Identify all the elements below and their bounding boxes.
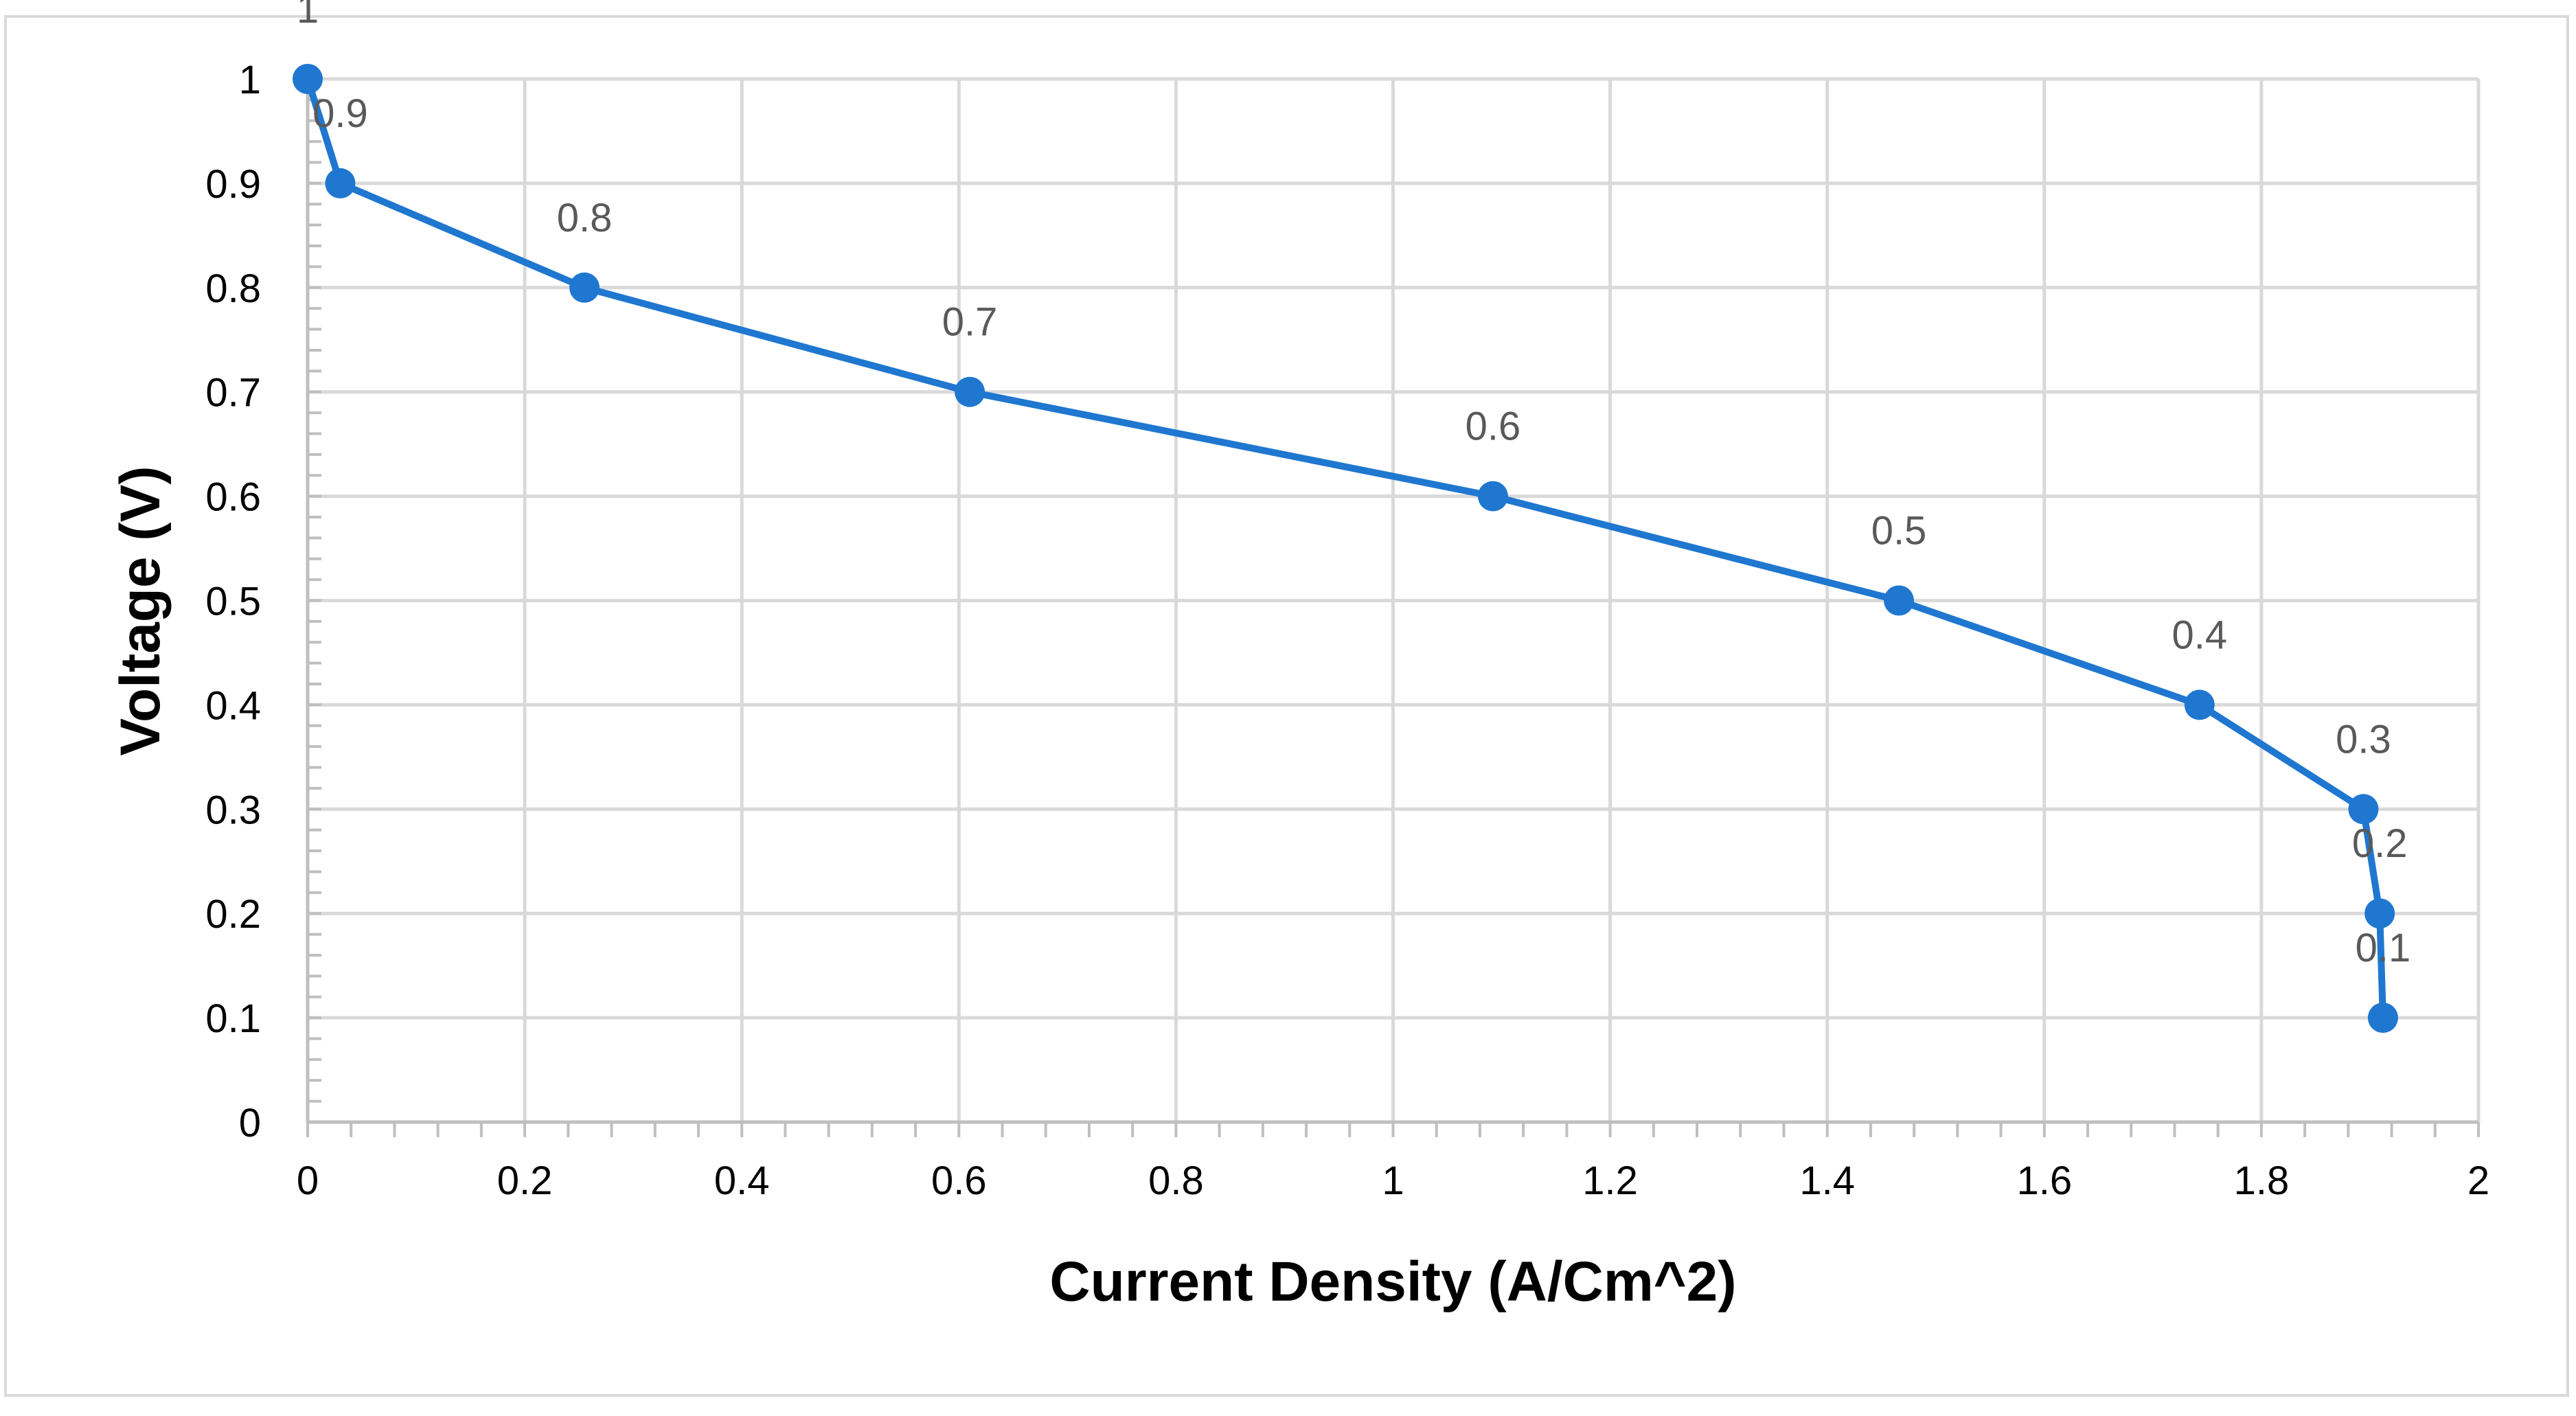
- data-label: 0.4: [2172, 613, 2227, 657]
- data-label: 0.3: [2336, 717, 2391, 762]
- data-label: 0.2: [2352, 821, 2408, 866]
- x-tick-label: 1: [1382, 1158, 1404, 1203]
- data-label: 0.5: [1871, 509, 1927, 553]
- y-tick-label: 0.2: [205, 892, 261, 937]
- y-tick-label: 0.8: [205, 266, 261, 311]
- gridlines: [308, 77, 2481, 1122]
- data-point: [955, 376, 985, 407]
- y-tick-label: 0.5: [205, 580, 261, 624]
- data-point: [1884, 585, 1915, 616]
- data-point: [1477, 481, 1508, 512]
- y-tick-label: 0.9: [205, 162, 261, 207]
- data-labels: 1 0.9 0.8 0.7 0.6 0.5 0.4 0.3 0.2 0.1: [297, 0, 2410, 970]
- data-label: 0.7: [942, 300, 998, 345]
- y-tick-label: 0.7: [205, 371, 261, 415]
- axes: [306, 79, 2478, 1124]
- x-tick-label: 1.8: [2234, 1158, 2290, 1203]
- x-tick-label: 0: [297, 1158, 319, 1203]
- data-label: 0.6: [1466, 404, 1521, 449]
- y-tick-label: 0.4: [205, 683, 261, 728]
- y-tick-label: 0.3: [205, 788, 261, 832]
- y-axis-title: Voltage (V): [109, 466, 172, 755]
- data-point: [325, 168, 356, 198]
- series-line: [304, 78, 2386, 1018]
- x-tick-label: 1.4: [1799, 1158, 1855, 1203]
- data-point: [569, 272, 600, 303]
- x-tick-label: 0.2: [497, 1158, 553, 1203]
- y-tick-label: 1: [239, 58, 261, 102]
- data-point: [293, 64, 323, 94]
- y-tick-label: 0.1: [205, 996, 261, 1041]
- data-label: 0.1: [2356, 926, 2411, 970]
- x-tick-labels: 0 0.2 0.4 0.6 0.8 1 1.2 1.4 1.6 1.8 2: [297, 1158, 2489, 1203]
- data-label: 0.9: [312, 91, 368, 136]
- x-axis-title: Current Density (A/Cm^2): [1049, 1251, 1736, 1313]
- y-tick-label: 0.6: [205, 475, 261, 520]
- data-point: [2364, 898, 2395, 929]
- data-label: 1: [297, 0, 319, 32]
- data-point: [2367, 1003, 2398, 1034]
- y-tick-labels: 0 0.1 0.2 0.3 0.4 0.5 0.6 0.7 0.8 0.9 1: [205, 58, 261, 1145]
- data-markers: [293, 64, 2398, 1034]
- minor-ticks: [306, 78, 2480, 1137]
- x-tick-label: 0.6: [931, 1158, 987, 1203]
- y-tick-label: 0: [239, 1101, 261, 1145]
- x-tick-label: 1.6: [2016, 1158, 2072, 1203]
- x-tick-label: 0.8: [1148, 1158, 1204, 1203]
- data-label: 0.8: [557, 196, 613, 240]
- x-tick-label: 2: [2467, 1158, 2489, 1203]
- x-tick-label: 1.2: [1582, 1158, 1638, 1203]
- series-polyline: [304, 78, 2386, 1018]
- data-point: [2348, 794, 2379, 825]
- data-point: [2184, 689, 2215, 720]
- x-tick-label: 0.4: [714, 1158, 770, 1203]
